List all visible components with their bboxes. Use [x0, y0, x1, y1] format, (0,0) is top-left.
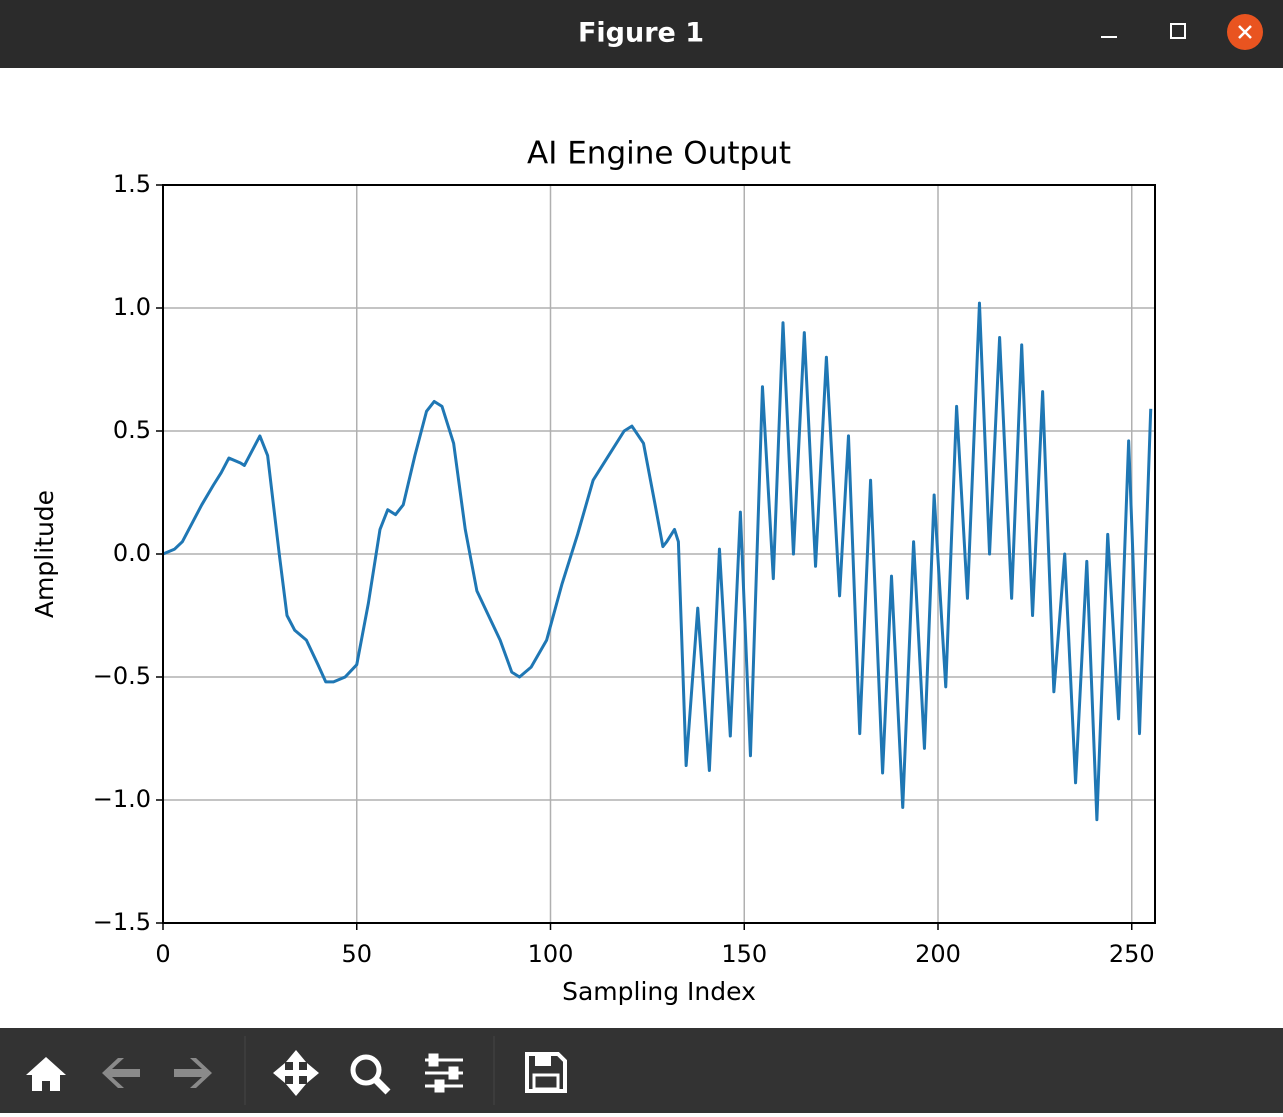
maximize-button[interactable]: [1170, 23, 1186, 39]
save-button[interactable]: [525, 1052, 567, 1093]
configure-button[interactable]: [425, 1053, 463, 1093]
x-tick-label: 100: [528, 940, 574, 968]
y-axis-label: Amplitude: [30, 490, 59, 618]
back-button[interactable]: [102, 1058, 140, 1088]
data-line: [162, 301, 1153, 822]
pan-button[interactable]: [273, 1050, 319, 1096]
x-tick-label: 50: [341, 940, 372, 968]
title-bar: [0, 0, 1283, 68]
home-button[interactable]: [26, 1057, 66, 1091]
y-tick-label: 1.5: [113, 170, 151, 198]
x-axis-label: Sampling Index: [562, 977, 756, 1006]
close-button[interactable]: [1227, 14, 1263, 50]
x-tick-label: 150: [721, 940, 767, 968]
y-tick-label: −1.5: [93, 908, 151, 936]
window-title: Figure 1: [578, 18, 704, 49]
x-tick-label: 250: [1109, 940, 1155, 968]
chart-title: AI Engine Output: [527, 136, 791, 172]
y-tick-label: 0.5: [113, 416, 151, 444]
figure-canvas: [0, 68, 1283, 1028]
y-tick-label: 1.0: [113, 293, 151, 321]
zoom-button[interactable]: [350, 1054, 391, 1095]
y-tick-label: −1.0: [93, 785, 151, 813]
x-tick-label: 0: [155, 940, 170, 968]
x-tick-label: 200: [915, 940, 961, 968]
axes-frame: [162, 184, 1156, 924]
forward-button[interactable]: [174, 1058, 212, 1088]
y-tick-label: 0.0: [113, 539, 151, 567]
toolbar: [0, 1028, 1283, 1113]
y-tick-label: −0.5: [93, 662, 151, 690]
